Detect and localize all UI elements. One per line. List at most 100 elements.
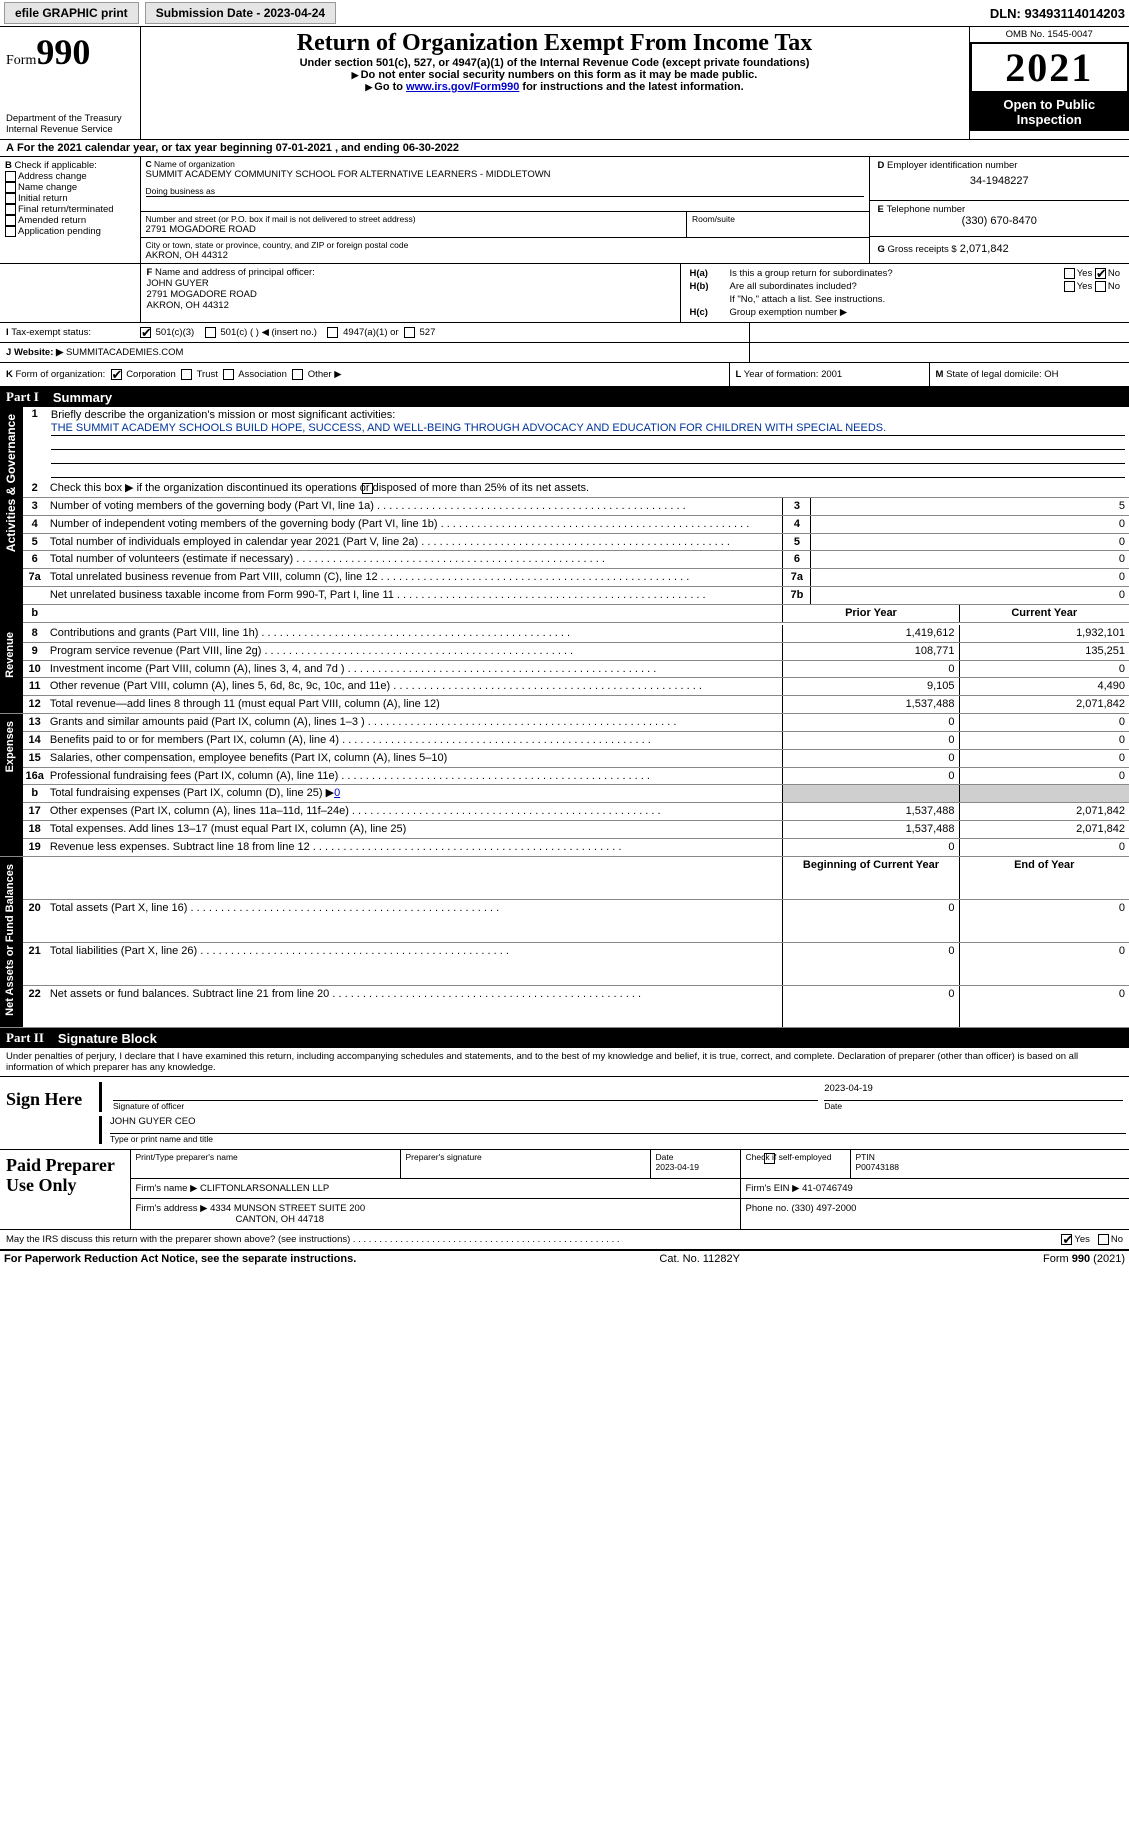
- hb-yes[interactable]: [1064, 281, 1075, 292]
- cb-corp[interactable]: [111, 369, 122, 380]
- cat-no: Cat. No. 11282Y: [659, 1253, 740, 1265]
- cb-trust[interactable]: [181, 369, 192, 380]
- ssn-note: Do not enter social security numbers on …: [149, 69, 961, 81]
- col-begin: Beginning of Current Year: [783, 856, 959, 899]
- pp-date: 2023-04-19: [656, 1162, 699, 1172]
- firm-phone: (330) 497-2000: [791, 1203, 856, 1214]
- org-name: SUMMIT ACADEMY COMMUNITY SCHOOL FOR ALTE…: [146, 169, 864, 180]
- col-end: End of Year: [959, 856, 1129, 899]
- officer-label: Name and address of principal officer:: [155, 267, 315, 278]
- cb-initial-return[interactable]: [5, 193, 16, 204]
- block-a: B A For the 2021 calendar year, or tax y…: [0, 139, 1129, 157]
- part2-header: Part IISignature Block: [0, 1028, 1129, 1048]
- discuss-text: May the IRS discuss this return with the…: [6, 1234, 350, 1245]
- dba-label: Doing business as: [146, 186, 864, 197]
- col-prior: Prior Year: [783, 604, 959, 622]
- cb-address-change[interactable]: [5, 171, 16, 182]
- side-ag: Activities & Governance: [4, 408, 18, 558]
- v7a: 0: [811, 569, 1129, 587]
- city-state-zip: AKRON, OH 44312: [146, 250, 864, 261]
- form-header: Form990 Department of the Treasury Inter…: [0, 27, 1129, 139]
- cb-assoc[interactable]: [223, 369, 234, 380]
- domicile-value: OH: [1044, 369, 1058, 380]
- officer-city: AKRON, OH 44312: [147, 300, 674, 311]
- pp-name-label: Print/Type preparer's name: [136, 1152, 238, 1162]
- block-i: I Tax-exempt status: 501(c)(3) 501(c) ( …: [0, 322, 1129, 342]
- block-fh: F Name and address of principal officer:…: [0, 263, 1129, 322]
- v3: 5: [811, 497, 1129, 515]
- ein-label: Employer identification number: [887, 160, 1017, 171]
- form-ref: Form 990 (2021): [1043, 1253, 1125, 1265]
- cb-self-emp[interactable]: [764, 1153, 775, 1164]
- cb-final-return[interactable]: [5, 204, 16, 215]
- l15: Salaries, other compensation, employee b…: [50, 752, 447, 764]
- cb-amended[interactable]: [5, 215, 16, 226]
- side-net: Net Assets or Fund Balances: [3, 858, 18, 1022]
- v6: 0: [811, 551, 1129, 569]
- ha-yes[interactable]: [1064, 268, 1075, 279]
- l16b-val[interactable]: 0: [334, 787, 340, 799]
- firm-addr-label: Firm's address ▶: [136, 1203, 208, 1214]
- v4: 0: [811, 515, 1129, 533]
- cb-other[interactable]: [292, 369, 303, 380]
- ein-value: 34-1948227: [878, 175, 1122, 187]
- discuss-row: May the IRS discuss this return with the…: [0, 1229, 1129, 1250]
- part1-header: Part ISummary: [0, 387, 1129, 407]
- col-current: Current Year: [959, 604, 1129, 622]
- cb-4947[interactable]: [327, 327, 338, 338]
- l9: Program service revenue (Part VIII, line…: [50, 645, 262, 657]
- submission-date-button[interactable]: Submission Date - 2023-04-24: [145, 2, 336, 24]
- l19: Revenue less expenses. Subtract line 18 …: [50, 841, 310, 853]
- l8: Contributions and grants (Part VIII, lin…: [50, 627, 259, 639]
- firm-addr1: 4334 MUNSON STREET SUITE 200: [210, 1203, 365, 1214]
- block-b-label: Check if applicable:: [15, 160, 97, 171]
- pp-date-label: Date: [656, 1152, 674, 1162]
- tax-status-label: Tax-exempt status:: [11, 327, 91, 338]
- discuss-yes[interactable]: [1061, 1234, 1072, 1245]
- l13: Grants and similar amounts paid (Part IX…: [50, 716, 365, 728]
- cb-501c[interactable]: [205, 327, 216, 338]
- l11: Other revenue (Part VIII, column (A), li…: [50, 680, 390, 692]
- l17: Other expenses (Part IX, column (A), lin…: [50, 805, 349, 817]
- cb-discontinued[interactable]: [362, 483, 373, 494]
- l16a: Professional fundraising fees (Part IX, …: [50, 770, 338, 782]
- ha-no[interactable]: [1095, 268, 1106, 279]
- cb-501c3[interactable]: [140, 327, 151, 338]
- l4: Number of independent voting members of …: [50, 518, 438, 530]
- efile-print-button[interactable]: efile GRAPHIC print: [4, 2, 139, 24]
- paid-preparer-block: Paid Preparer Use Only Print/Type prepar…: [0, 1149, 1129, 1229]
- phone-label: Telephone number: [886, 204, 965, 215]
- sig-officer-label: Signature of officer: [113, 1101, 818, 1111]
- cb-name-change[interactable]: [5, 182, 16, 193]
- l5: Total number of individuals employed in …: [50, 536, 418, 548]
- dln: DLN: 93493114014203: [990, 6, 1125, 21]
- entity-block: B Check if applicable: Address change Na…: [0, 157, 1129, 263]
- discuss-no[interactable]: [1098, 1234, 1109, 1245]
- l22: Net assets or fund balances. Subtract li…: [50, 988, 329, 1000]
- officer-addr: 2791 MOGADORE ROAD: [147, 289, 674, 300]
- cb-app-pending[interactable]: [5, 226, 16, 237]
- phone-value: (330) 670-8470: [878, 215, 1122, 227]
- website-label: Website: ▶: [14, 347, 63, 358]
- l3: Number of voting members of the governin…: [50, 500, 374, 512]
- city-label: City or town, state or province, country…: [146, 240, 864, 250]
- l20: Total assets (Part X, line 16): [50, 902, 188, 914]
- l16b: Total fundraising expenses (Part IX, col…: [50, 787, 334, 799]
- topbar: efile GRAPHIC print Submission Date - 20…: [0, 0, 1129, 27]
- cb-527[interactable]: [404, 327, 415, 338]
- ha-text: Is this a group return for subordinates?: [727, 267, 1017, 280]
- irs-link[interactable]: www.irs.gov/Form990: [406, 81, 519, 93]
- hb-no[interactable]: [1095, 281, 1106, 292]
- paid-preparer-label: Paid Preparer Use Only: [0, 1150, 130, 1230]
- gross-value: 2,071,842: [960, 243, 1009, 255]
- website-value: SUMMITACADEMIES.COM: [66, 347, 184, 358]
- domicile-label: State of legal domicile:: [946, 369, 1042, 380]
- l18: Total expenses. Add lines 13–17 (must eq…: [50, 823, 406, 835]
- l1-label: Briefly describe the organization's miss…: [51, 409, 395, 421]
- firm-name-label: Firm's name ▶: [136, 1183, 198, 1194]
- omb-no: OMB No. 1545-0047: [970, 27, 1129, 42]
- sig-date-val: 2023-04-19: [824, 1083, 1123, 1101]
- dept-treasury: Department of the Treasury: [6, 113, 134, 124]
- irs-label: Internal Revenue Service: [6, 124, 134, 135]
- firm-addr2: CANTON, OH 44718: [136, 1214, 735, 1225]
